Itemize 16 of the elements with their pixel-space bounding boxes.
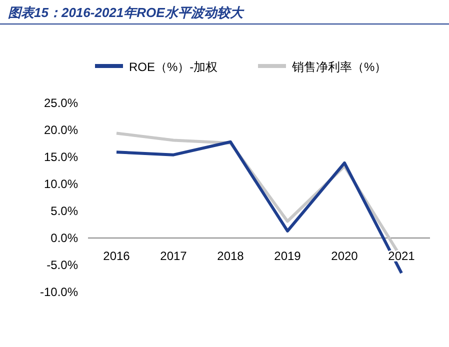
y-tick-label: 20.0% (44, 123, 78, 137)
chart-title: 图表15：2016-2021年ROE水平波动较大 (8, 5, 245, 20)
y-tick-label: 15.0% (44, 150, 78, 164)
x-tick-label: 2020 (331, 249, 358, 263)
legend-label: 销售净利率（%） (291, 60, 387, 74)
x-tick-label: 2019 (274, 249, 302, 263)
x-tick-label: 2017 (160, 249, 188, 263)
y-tick-label: 0.0% (50, 231, 78, 245)
y-tick-label: -10.0% (40, 285, 78, 299)
y-tick-label: 25.0% (44, 96, 78, 110)
x-tick-label: 2018 (217, 249, 244, 263)
y-tick-label: 10.0% (44, 177, 78, 191)
y-tick-label: 5.0% (50, 204, 78, 218)
x-tick-label: 2016 (103, 249, 130, 263)
legend-label: ROE（%）-加权 (129, 60, 218, 74)
y-tick-label: -5.0% (46, 258, 78, 272)
